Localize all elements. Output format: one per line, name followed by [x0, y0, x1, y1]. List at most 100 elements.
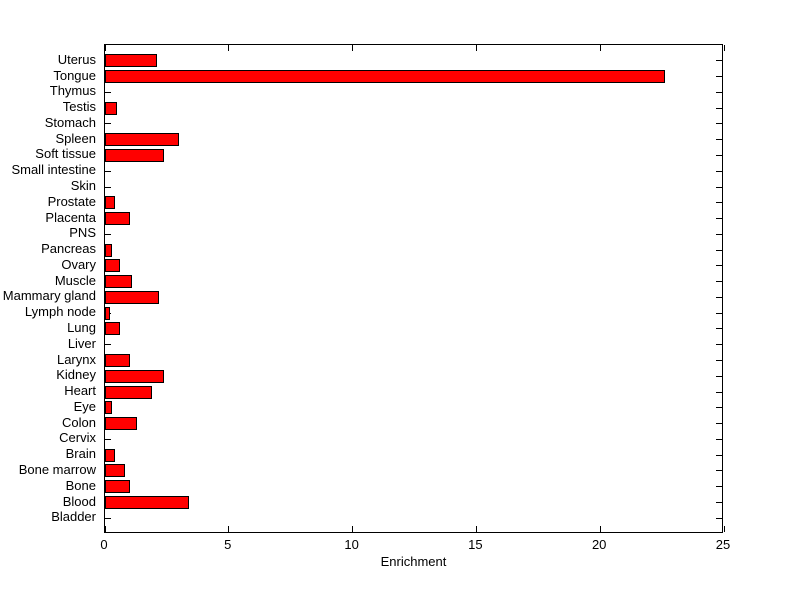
y-tick	[105, 344, 111, 346]
y-tick	[716, 423, 722, 425]
y-tick-label: Skin	[70, 178, 96, 193]
bar	[105, 322, 120, 336]
bar	[105, 290, 159, 304]
y-tick-label: Bone	[65, 477, 96, 493]
bar	[105, 385, 152, 399]
y-tick-label: Bladder	[51, 509, 96, 525]
y-tick	[105, 438, 111, 440]
y-tick	[716, 170, 722, 172]
x-tick	[599, 45, 601, 51]
y-tick-label: Tongue	[53, 67, 96, 83]
x-tick-label: 5	[224, 537, 232, 552]
y-tick	[105, 170, 111, 172]
y-tick-label: Larynx	[56, 351, 96, 367]
y-tick-label: Prostate	[47, 193, 96, 209]
y-tick-label: Brain	[65, 446, 96, 462]
y-tick-label: Colon	[62, 414, 96, 430]
plot-area	[104, 44, 725, 533]
y-tick	[716, 123, 722, 125]
y-tick	[716, 91, 722, 93]
bar	[105, 101, 117, 115]
bar	[105, 496, 189, 509]
y-tick-label: Muscle	[54, 272, 96, 288]
y-tick	[716, 186, 722, 188]
y-tick-label: Pancreas	[41, 241, 96, 257]
y-tick-label: Blood	[62, 493, 96, 509]
x-axis-title: Enrichment	[380, 554, 447, 569]
bar	[105, 401, 112, 415]
y-tick	[716, 60, 722, 62]
x-tick-label: 10	[344, 537, 359, 552]
y-tick-label: Soft tissue	[35, 146, 96, 162]
y-tick-label: Ovary	[61, 256, 96, 272]
y-tick	[716, 486, 722, 488]
y-tick	[716, 312, 722, 314]
y-tick	[716, 470, 722, 472]
x-tick	[228, 526, 230, 532]
y-tick-label: Heart	[64, 383, 96, 398]
y-tick	[105, 517, 111, 519]
y-tick	[105, 91, 111, 93]
y-tick	[716, 249, 722, 251]
y-tick	[716, 296, 722, 298]
x-tick-label: 25	[715, 537, 731, 552]
y-tick-label: Small intestine	[11, 162, 96, 178]
y-tick-label: PNS	[69, 225, 96, 241]
y-tick-label: Lymph node	[24, 304, 96, 320]
y-tick	[716, 517, 722, 519]
bar	[105, 148, 164, 162]
bar	[105, 275, 132, 289]
y-tick	[105, 186, 111, 188]
y-tick	[716, 391, 722, 393]
y-tick	[716, 218, 722, 219]
y-tick-label: Thymus	[49, 83, 96, 99]
x-tick	[475, 526, 477, 532]
y-tick-label: Kidney	[56, 367, 96, 383]
y-tick-label: Uterus	[57, 51, 96, 67]
y-tick-label: Liver	[67, 335, 96, 351]
y-tick	[716, 328, 722, 330]
bar	[105, 448, 115, 462]
y-tick-label: Lung	[67, 319, 96, 335]
bar	[105, 306, 110, 320]
bar	[105, 369, 164, 383]
y-tick	[716, 407, 722, 409]
y-tick-label: Testis	[62, 99, 96, 115]
bar	[105, 243, 112, 257]
y-tick	[716, 360, 722, 361]
x-tick-label: 20	[591, 537, 607, 552]
y-tick	[716, 265, 722, 267]
x-tick	[352, 526, 354, 532]
y-tick-label: Eye	[73, 398, 96, 414]
x-tick	[475, 45, 477, 51]
bar	[105, 417, 137, 431]
x-tick	[352, 45, 354, 51]
y-tick-label: Stomach	[44, 114, 96, 130]
y-tick-label: Bone marrow	[18, 461, 96, 477]
y-tick-label: Spleen	[55, 130, 96, 146]
bar	[105, 70, 665, 83]
x-tick-label: 15	[468, 537, 483, 552]
y-tick	[716, 139, 722, 141]
y-tick	[716, 502, 722, 503]
bar	[105, 133, 179, 147]
y-tick-label: Mammary gland	[2, 288, 96, 304]
y-tick	[716, 154, 722, 156]
x-tick-label: 0	[100, 537, 108, 552]
x-axis-tick-labels: 0 5 10 15 20 25	[100, 537, 730, 553]
bar	[105, 212, 130, 225]
y-tick	[716, 76, 722, 77]
x-tick	[104, 526, 106, 532]
y-tick-label: Cervix	[59, 430, 96, 446]
bar	[105, 259, 120, 273]
bar	[105, 480, 130, 494]
y-tick	[716, 233, 722, 235]
y-tick	[716, 344, 722, 346]
x-tick	[104, 45, 106, 51]
x-tick	[228, 45, 230, 51]
y-tick	[716, 202, 722, 204]
x-tick	[723, 526, 725, 532]
y-tick	[716, 281, 722, 283]
y-tick	[716, 375, 722, 377]
bar	[105, 54, 157, 68]
